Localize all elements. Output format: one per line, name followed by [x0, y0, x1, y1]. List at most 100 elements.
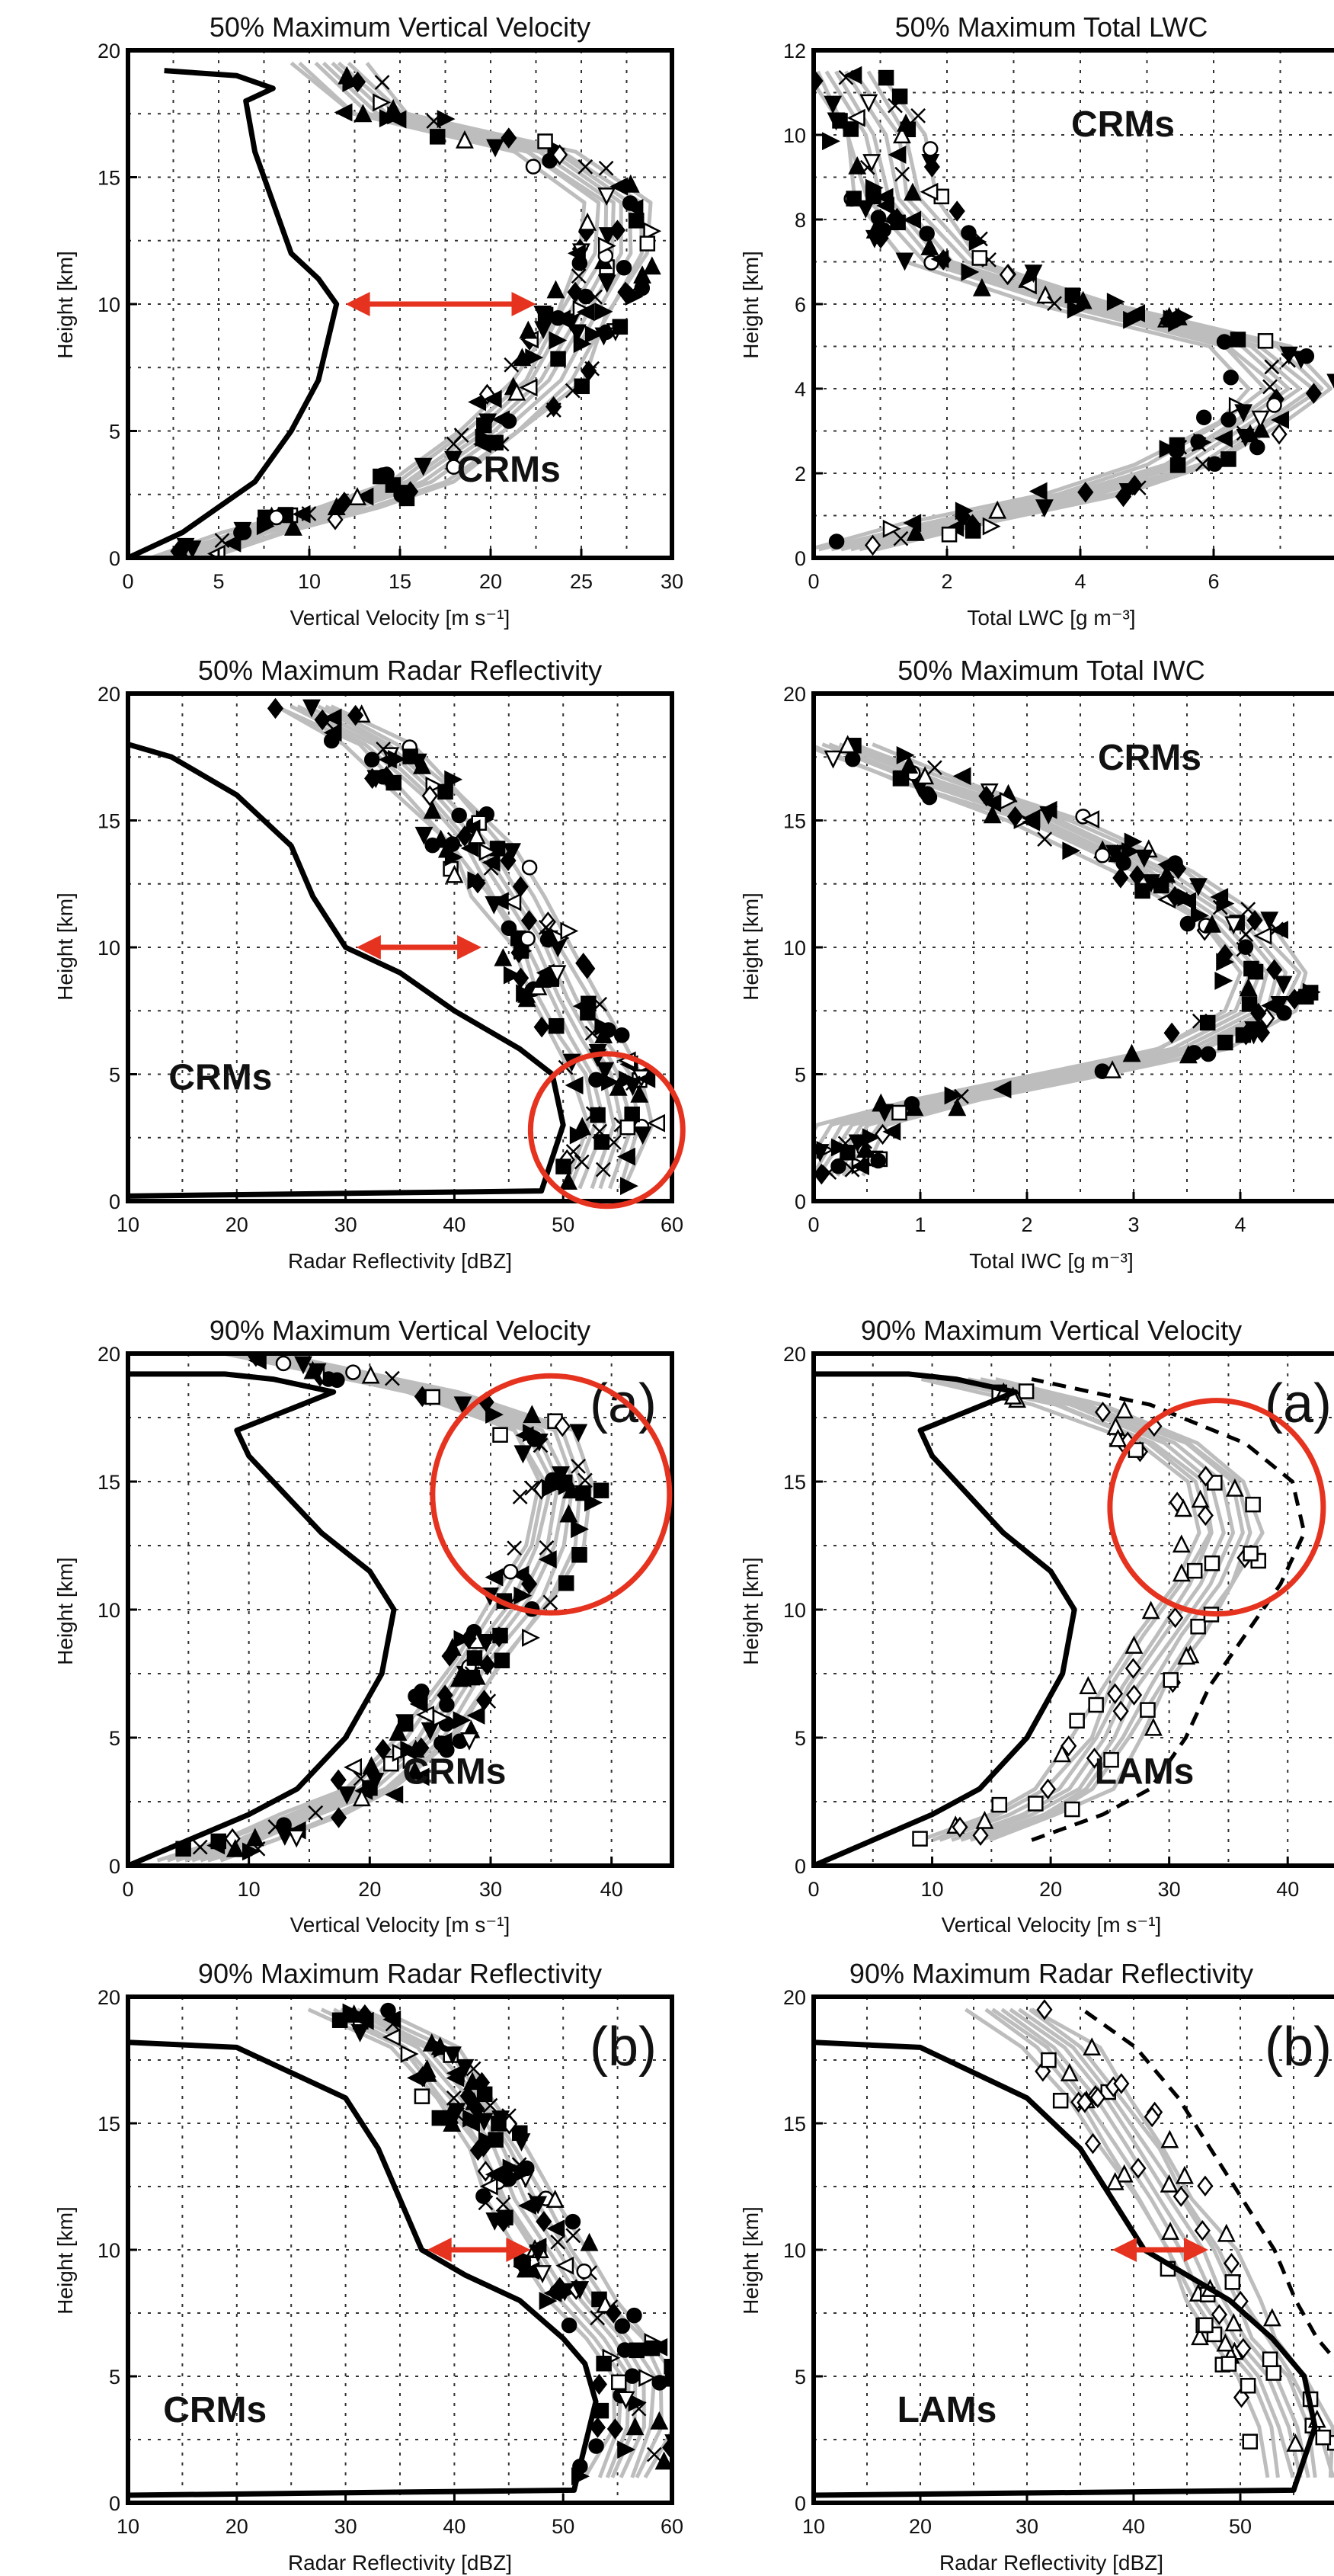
model-marker — [192, 1839, 208, 1855]
model-marker — [475, 428, 494, 447]
model-marker — [1038, 800, 1057, 819]
model-marker — [446, 459, 462, 475]
model-marker — [430, 129, 446, 145]
model-marker — [374, 75, 390, 90]
x-tick-label: 20 — [226, 2515, 248, 2538]
model-marker — [1022, 812, 1041, 831]
y-axis-label: Height [km] — [739, 2206, 763, 2315]
y-tick-label: 10 — [98, 293, 120, 316]
model-marker — [1223, 370, 1239, 386]
model-marker — [1052, 2093, 1069, 2109]
model-marker — [1086, 1748, 1103, 1769]
model-marker — [1216, 2333, 1235, 2352]
model-marker — [453, 428, 469, 443]
model-marker — [446, 2068, 465, 2087]
model-marker — [327, 497, 346, 516]
model-marker — [1122, 1043, 1141, 1062]
model-marker — [574, 378, 590, 395]
model-marker — [469, 872, 486, 894]
y-axis-label: Height [km] — [53, 2206, 77, 2315]
y-axis-label: Height [km] — [53, 892, 77, 1001]
plot-area — [814, 694, 1334, 1201]
model-marker — [614, 2318, 631, 2334]
model-marker — [1214, 429, 1233, 448]
panel-50-total-iwc-crms: 50% Maximum Total IWC Height [km] Total … — [739, 655, 1334, 1273]
model-marker — [1298, 348, 1315, 364]
model-marker — [1118, 482, 1137, 501]
model-marker — [512, 1489, 528, 1504]
model-marker — [552, 144, 568, 165]
x-tick-label: 10 — [117, 2515, 139, 2538]
model-marker — [651, 2375, 667, 2391]
model-marker — [1224, 2313, 1243, 2332]
model-marker — [444, 770, 463, 789]
y-tick-label: 20 — [98, 1986, 120, 2009]
model-marker — [1035, 499, 1054, 518]
model-marker — [650, 2411, 669, 2430]
x-axis-label: Vertical Velocity [m s⁻¹] — [290, 1913, 510, 1937]
model-marker — [414, 457, 433, 476]
model-marker — [523, 1405, 542, 1424]
model-marker — [630, 1084, 649, 1103]
model-marker — [830, 1158, 846, 1174]
model-marker — [337, 1786, 357, 1805]
model-marker — [822, 132, 840, 151]
model-marker — [831, 1138, 849, 1157]
model-marker — [1260, 912, 1279, 931]
model-marker — [389, 1722, 408, 1741]
y-tick-label: 15 — [98, 810, 120, 833]
model-marker — [559, 1171, 577, 1190]
model-marker — [1257, 333, 1274, 349]
model-marker — [1235, 2337, 1252, 2360]
model-marker — [437, 839, 456, 858]
model-marker — [824, 750, 843, 769]
y-tick-label: 10 — [783, 124, 806, 147]
model-marker — [1224, 2274, 1241, 2290]
model-marker — [624, 2368, 641, 2384]
model-marker — [462, 2113, 480, 2132]
model-marker — [1077, 482, 1094, 503]
x-tick-label: 40 — [600, 1878, 623, 1901]
model-marker — [626, 2307, 642, 2324]
model-marker — [558, 1575, 574, 1591]
model-marker — [214, 533, 230, 549]
x-axis-label: Vertical Velocity [m s⁻¹] — [942, 1913, 1162, 1937]
model-marker — [585, 1106, 601, 1122]
model-marker — [507, 382, 526, 401]
y-tick-label: 0 — [795, 1855, 806, 1878]
model-marker — [353, 104, 373, 123]
model-marker — [1130, 2158, 1147, 2179]
model-marker — [1103, 1751, 1119, 1768]
plot-area: (a) — [128, 1354, 672, 1866]
model-marker — [1266, 959, 1283, 981]
panel-90-radar-reflectivity-lams: 90% Maximum Radar Reflectivity Height [k… — [739, 1958, 1334, 2574]
x-tick-label: 0 — [122, 1878, 133, 1901]
y-tick-label: 5 — [109, 421, 120, 444]
model-marker — [1197, 1504, 1214, 1527]
model-marker — [1105, 844, 1124, 863]
model-marker — [921, 789, 938, 806]
model-marker — [414, 826, 433, 845]
model-marker — [571, 1546, 587, 1563]
x-axis-label: Total LWC [g m⁻³] — [967, 606, 1135, 630]
model-marker — [537, 306, 554, 323]
x-tick-label: 30 — [334, 1213, 357, 1236]
model-marker — [481, 1693, 497, 1709]
model-marker — [673, 2366, 689, 2381]
model-marker — [385, 477, 401, 493]
model-marker — [1060, 2062, 1079, 2081]
model-marker — [385, 1785, 404, 1804]
model-marker — [1253, 926, 1272, 945]
model-marker — [502, 1564, 519, 1580]
group-label: CRMs — [168, 1057, 272, 1097]
model-marker — [988, 500, 1007, 519]
y-tick-label: 8 — [795, 209, 806, 232]
y-axis-label: Height [km] — [53, 251, 77, 359]
model-marker — [503, 966, 522, 985]
model-marker — [529, 2244, 548, 2263]
model-marker — [588, 1072, 604, 1088]
model-marker — [345, 1364, 361, 1380]
model-marker — [1200, 1046, 1217, 1062]
model-profile-line — [296, 704, 616, 1190]
model-marker — [1234, 404, 1253, 423]
